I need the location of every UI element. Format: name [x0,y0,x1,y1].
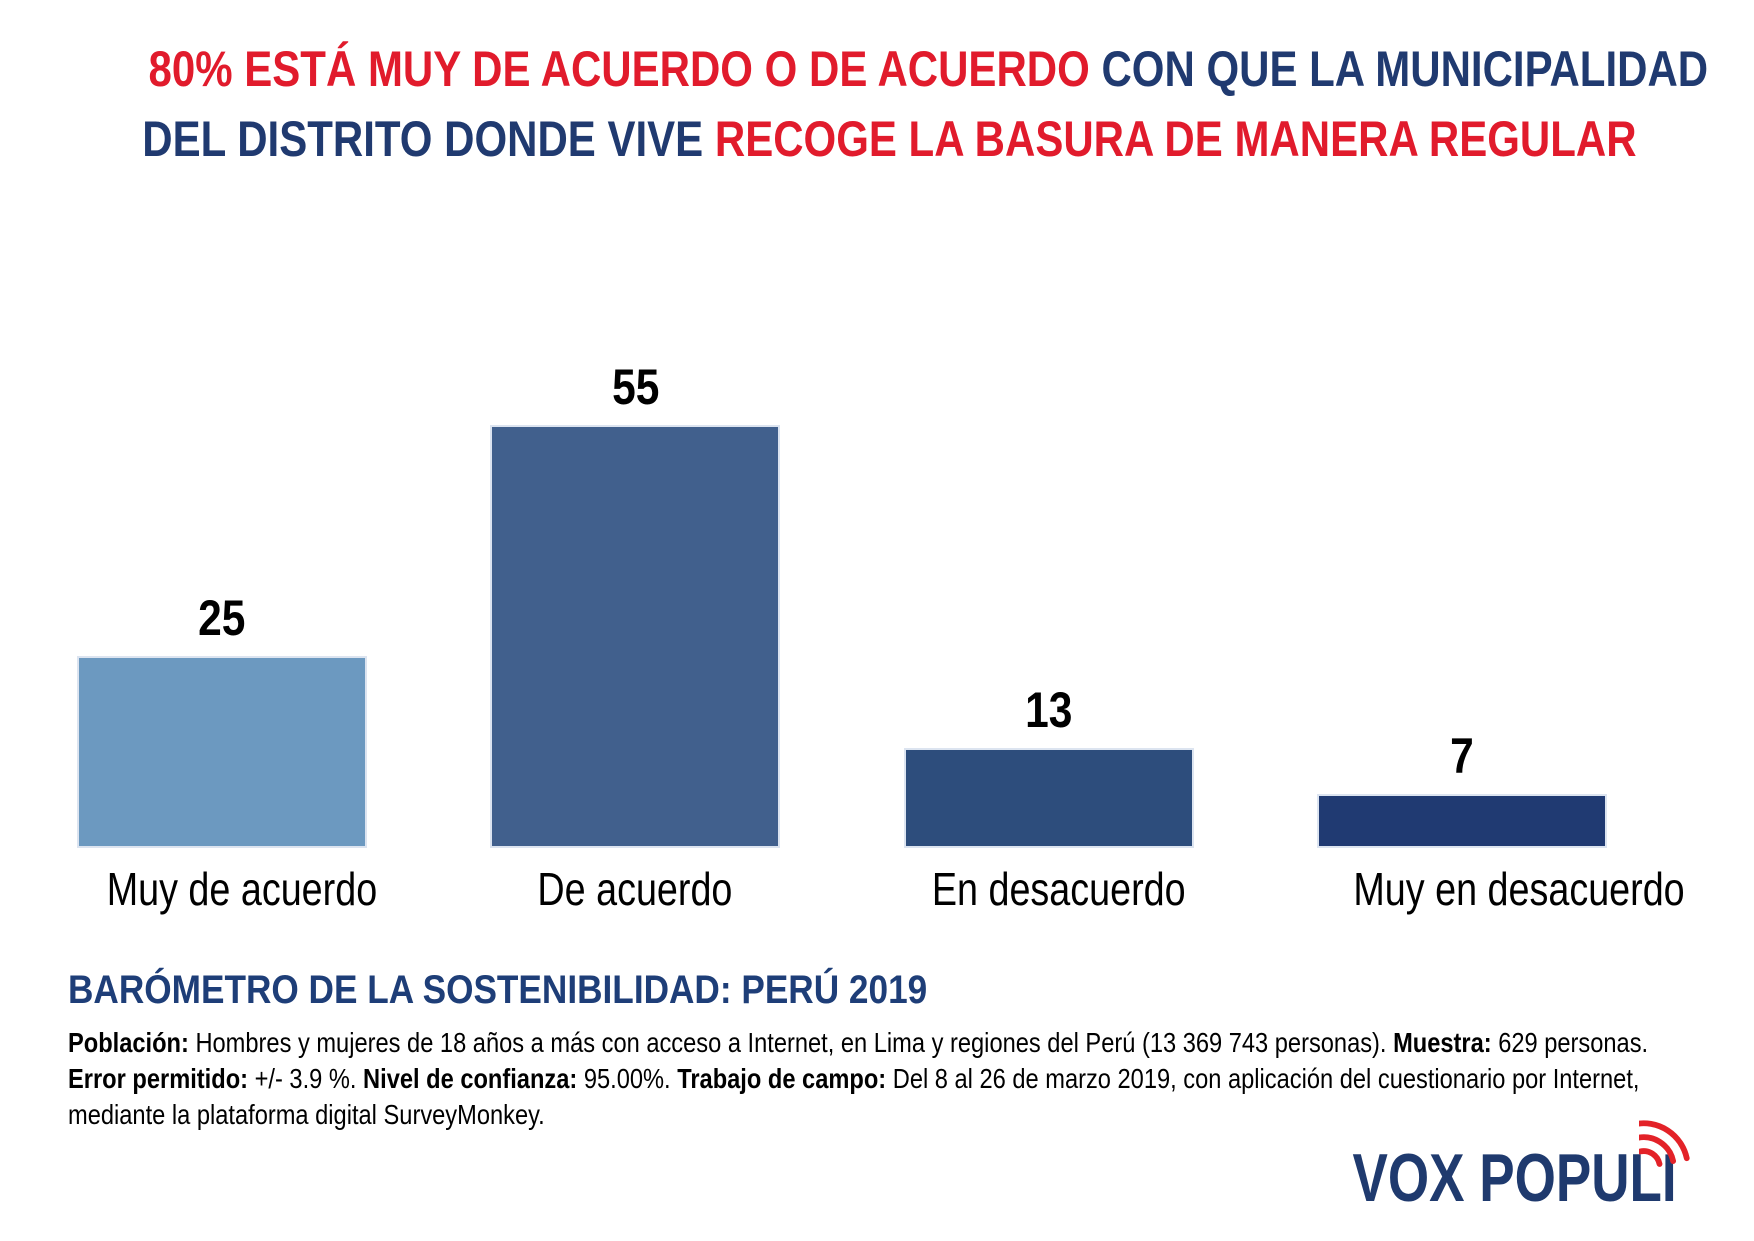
radio-waves-icon [1639,1120,1690,1167]
bar-value-label: 7 [1450,728,1474,784]
bar [1316,794,1607,848]
vox-populi-logo: VOX POPULI [1261,1120,1690,1216]
bar-chart: 25 55 13 7 Muy de acuerdo De acuerdo En desac… [77,330,1685,916]
chart-title-line-1: 80% ESTÁ MUY DE ACUERDO O DE ACUERDO CON… [0,34,1754,104]
bar-value-label: 55 [611,359,659,415]
category-label: En desacuerdo [931,863,1186,915]
bar-chart-category-labels: Muy de acuerdo De acuerdo En desacuerdo Muy… [77,862,1685,916]
bar-column: 25 [77,590,367,848]
bar-column: 13 [903,682,1194,848]
bar [490,425,781,848]
logo-text: VOX POPULI [1352,1140,1677,1216]
bar-value-label: 13 [1025,682,1073,738]
footer-note-line: Error permitido: +/- 3.9 %. Nivel de con… [68,1063,1640,1094]
title-segment-blue-1: CON QUE LA MUNICIPALIDAD [1101,41,1709,97]
footer-note-line: Población: Hombres y mujeres de 18 años … [68,1027,1649,1058]
footer-note-line: mediante la plataforma digital SurveyMon… [68,1099,545,1130]
bar-value-label: 25 [198,590,246,646]
title-segment-red-2: RECOGE LA BASURA DE MANERA REGULAR [714,111,1637,167]
footer-heading: BARÓMETRO DE LA SOSTENIBILIDAD: PERÚ 201… [68,968,928,1012]
bar [903,748,1194,848]
bar [77,656,367,848]
footer-note: Población: Hombres y mujeres de 18 años … [68,1025,1649,1133]
footer: BARÓMETRO DE LA SOSTENIBILIDAD: PERÚ 201… [68,968,1728,1133]
title-segment-red-1: 80% ESTÁ MUY DE ACUERDO O DE ACUERDO [148,41,1090,97]
chart-title: 80% ESTÁ MUY DE ACUERDO O DE ACUERDO CON… [0,34,1754,174]
bar-chart-columns: 25 55 13 7 [77,330,1607,848]
title-segment-blue-2: DEL DISTRITO DONDE VIVE [142,111,704,167]
bar-column: 7 [1316,728,1607,848]
chart-title-line-2: DEL DISTRITO DONDE VIVE RECOGE LA BASURA… [0,104,1754,174]
bar-column: 55 [490,359,781,848]
category-label: Muy de acuerdo [106,863,378,915]
category-label: De acuerdo [537,863,733,915]
category-label: Muy en desacuerdo [1353,863,1685,915]
